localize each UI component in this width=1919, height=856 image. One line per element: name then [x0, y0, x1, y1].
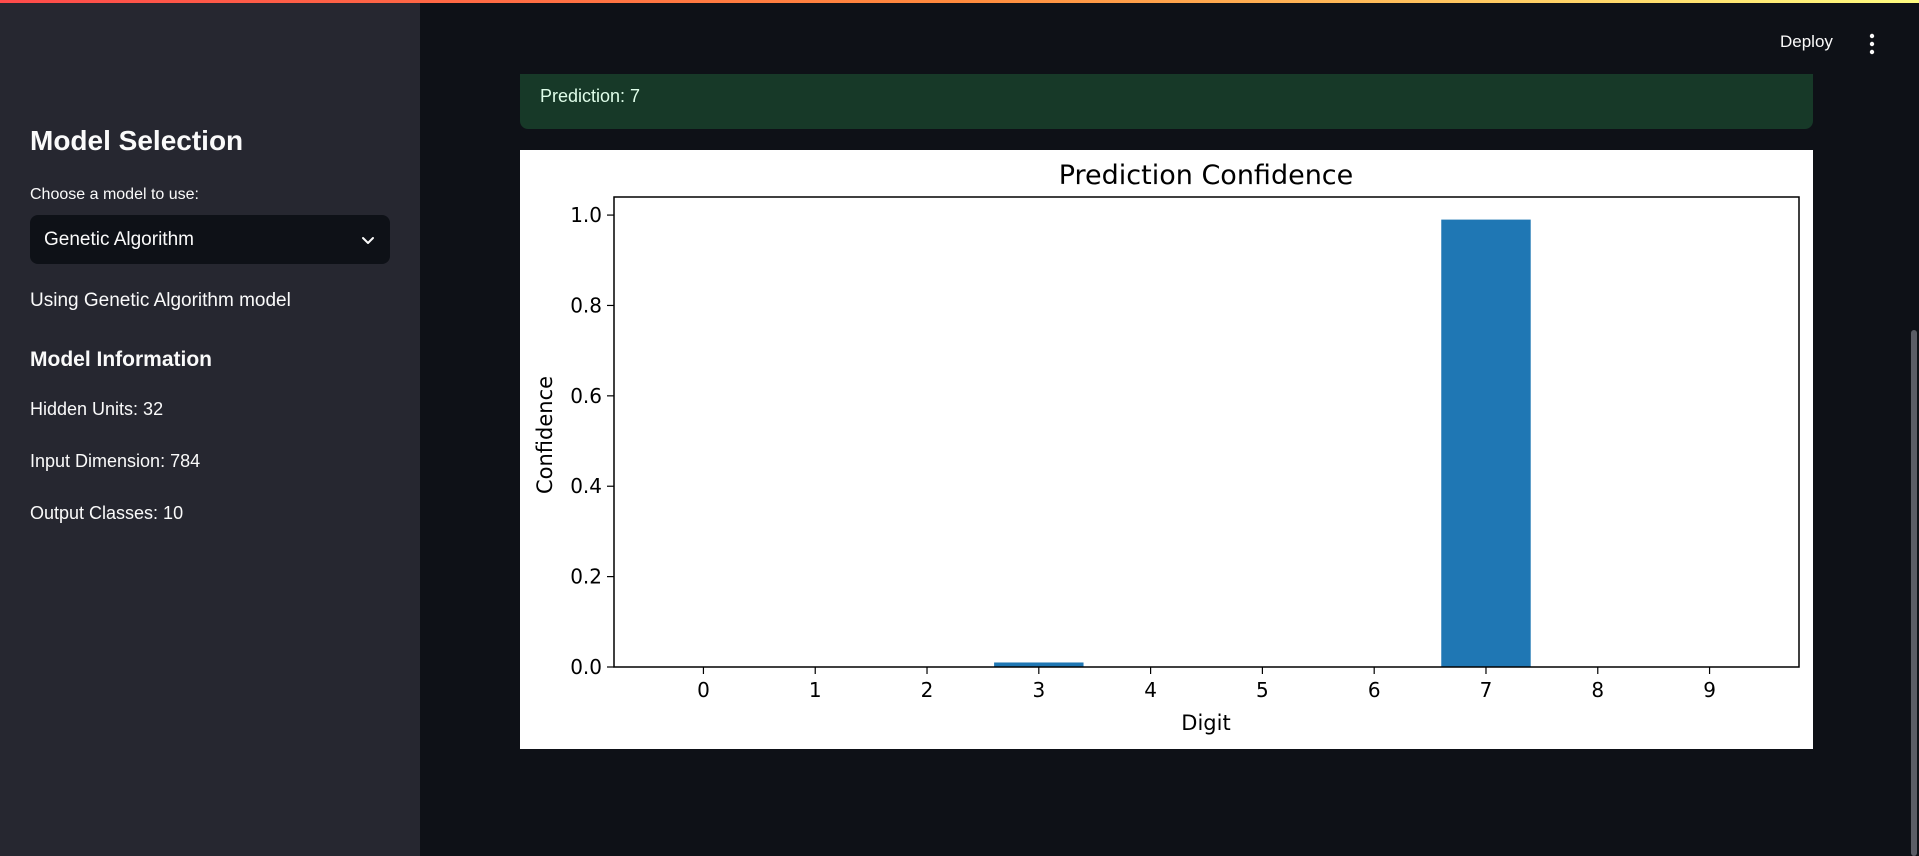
bar-digit-3 — [994, 662, 1084, 667]
y-tick-label: 0.4 — [570, 474, 602, 498]
model-select-label: Choose a model to use: — [30, 186, 199, 203]
x-tick-label: 3 — [1032, 678, 1045, 702]
y-tick-label: 0.0 — [570, 655, 602, 679]
y-axis-label: Confidence — [533, 376, 557, 494]
x-tick-label: 8 — [1591, 678, 1604, 702]
y-tick-label: 0.2 — [570, 565, 602, 589]
x-tick-label: 2 — [921, 678, 934, 702]
scrollbar-thumb[interactable] — [1911, 330, 1917, 856]
y-tick-label: 1.0 — [570, 203, 602, 227]
x-tick-label: 1 — [809, 678, 822, 702]
bar-digit-7 — [1441, 219, 1531, 667]
prediction-alert: Prediction: 7 — [520, 74, 1813, 129]
top-accent-bar — [0, 0, 1919, 3]
model-select[interactable]: Genetic Algorithm — [30, 215, 390, 264]
model-select-value: Genetic Algorithm — [44, 228, 194, 250]
y-tick-label: 0.6 — [570, 384, 602, 408]
output-classes-text: Output Classes: 10 — [30, 503, 184, 523]
chevron-down-icon — [360, 232, 376, 248]
prediction-text: Prediction: 7 — [540, 86, 641, 106]
input-dimension-text: Input Dimension: 784 — [30, 451, 201, 471]
x-tick-label: 7 — [1480, 678, 1493, 702]
x-tick-label: 0 — [697, 678, 710, 702]
x-tick-label: 6 — [1368, 678, 1381, 702]
model-info-heading: Model Information — [30, 348, 212, 371]
vertical-ellipsis-icon[interactable] — [1862, 32, 1882, 56]
x-tick-label: 9 — [1703, 678, 1716, 702]
sidebar-title: Model Selection — [30, 125, 244, 156]
model-status-text: Using Genetic Algorithm model — [30, 290, 291, 311]
x-axis-label: Digit — [1181, 711, 1230, 735]
x-tick-label: 5 — [1256, 678, 1269, 702]
sidebar: Model Selection Choose a model to use: G… — [0, 0, 420, 856]
y-tick-label: 0.8 — [570, 293, 602, 317]
deploy-button[interactable]: Deploy — [1780, 32, 1833, 51]
confidence-chart-svg: Prediction Confidence Digit Confidence 0… — [533, 160, 1800, 735]
x-tick-label: 4 — [1144, 678, 1157, 702]
hidden-units-text: Hidden Units: 32 — [30, 399, 164, 419]
chart-title: Prediction Confidence — [1059, 160, 1354, 191]
plot-frame — [613, 196, 1800, 668]
confidence-chart: Prediction Confidence Digit Confidence 0… — [520, 150, 1813, 749]
